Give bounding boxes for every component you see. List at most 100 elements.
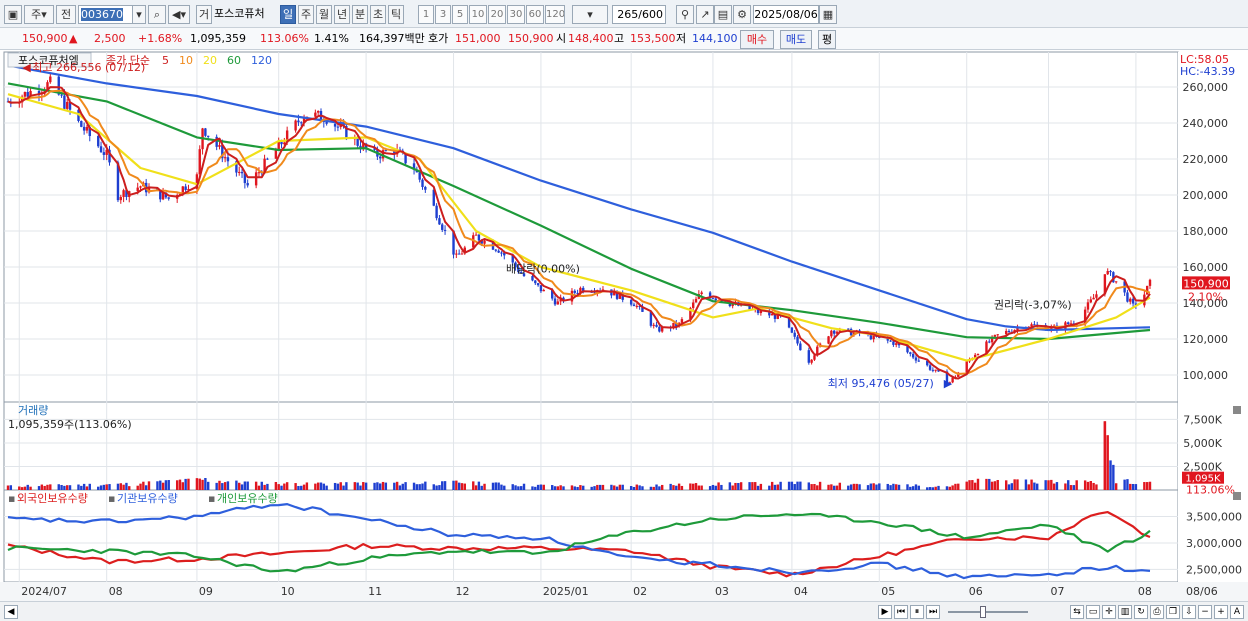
low-annotation: 최저 95,476 (05/27) — [828, 377, 934, 390]
code-dropdown-icon[interactable]: ▾ — [132, 5, 146, 24]
volume-bar — [412, 482, 416, 490]
chart-area[interactable]: 2024/07 08 09 10 11 12 2025/01 02 03 04 05 06 07 08 08… — [0, 50, 1248, 601]
candle-body — [503, 252, 506, 256]
date-input[interactable]: 2025/08/06 — [753, 5, 819, 24]
volume-bar — [748, 482, 751, 490]
prev-button[interactable]: 전 — [56, 5, 76, 24]
print-icon[interactable]: ⎙ — [1150, 605, 1164, 619]
eval-button[interactable]: 평 — [818, 30, 836, 49]
draw-tool-icon[interactable]: ↗ — [696, 5, 714, 24]
volume-bar — [618, 484, 622, 490]
crosshair-icon[interactable]: ✛ — [1102, 605, 1116, 619]
volume-bar — [889, 485, 892, 490]
candle-body — [1007, 330, 1011, 333]
interval-button-120[interactable]: 120 — [545, 5, 565, 24]
candle-body — [799, 343, 802, 351]
font-size-icon[interactable]: A — [1230, 605, 1244, 619]
volume-bar — [441, 481, 444, 490]
candle-body — [951, 377, 954, 383]
capture-icon[interactable]: ▥ — [1118, 605, 1132, 619]
volume-bar — [539, 484, 543, 490]
volume-bar — [46, 484, 49, 490]
stock-code-input[interactable]: 003670 — [78, 5, 146, 24]
interval-button-60[interactable]: 60 — [526, 5, 544, 24]
candle-body — [615, 290, 619, 299]
x-tick-label: 05 — [881, 585, 895, 598]
interval-button-30[interactable]: 30 — [507, 5, 525, 24]
speaker-icon[interactable]: ◀▾ — [168, 5, 190, 24]
refresh-icon[interactable]: ↻ — [1134, 605, 1148, 619]
count-input[interactable]: 265/600 — [612, 5, 666, 24]
candle-body — [807, 350, 811, 363]
window-icon[interactable]: ▣ — [4, 5, 22, 24]
sell-button[interactable]: 매도 — [780, 30, 812, 49]
copy-icon[interactable]: ❐ — [1166, 605, 1180, 619]
candle-body — [119, 196, 122, 201]
candle-body — [1083, 309, 1087, 325]
interval-button-5[interactable]: 5 — [452, 5, 468, 24]
buy-button[interactable]: 매수 — [740, 30, 774, 49]
candle-body — [497, 250, 500, 253]
interval-button-3[interactable]: 3 — [435, 5, 451, 24]
gear-icon[interactable]: ⚙ — [733, 5, 751, 24]
export-icon[interactable]: ⇩ — [1182, 605, 1196, 619]
period-button-2[interactable]: 월 — [316, 5, 332, 24]
candle-body — [573, 290, 576, 293]
candle-body — [830, 330, 833, 337]
chart-type-icon[interactable]: ▭ — [1086, 605, 1100, 619]
x-tick-label: 08 — [1138, 585, 1152, 598]
candle-body — [384, 150, 388, 152]
volume-bar — [720, 484, 723, 490]
period-button-5[interactable]: 초 — [370, 5, 386, 24]
volume-bar — [339, 482, 342, 490]
candle-body — [945, 371, 949, 383]
last-volume-ratio: 113.06% — [1186, 484, 1235, 497]
volume-bar — [373, 482, 376, 490]
volume-bar — [810, 484, 813, 490]
sync-icon[interactable]: ⇆ — [1070, 605, 1084, 619]
mode-button[interactable]: 거 — [196, 5, 212, 24]
interval-button-1[interactable]: 1 — [418, 5, 434, 24]
scroll-left-button[interactable]: ◀ — [4, 605, 18, 619]
period-button-6[interactable]: 틱 — [388, 5, 404, 24]
period-button-1[interactable]: 주 — [298, 5, 314, 24]
volume-bar — [968, 480, 971, 490]
volume-bar — [68, 485, 72, 490]
trade-amount: 164,397백만 — [359, 32, 425, 45]
holdings-legend-bullet: ▪ — [108, 492, 115, 505]
chart-settings-icon[interactable]: ⚲ — [676, 5, 694, 24]
pause-button[interactable]: ⏸ — [910, 605, 924, 619]
volume-bar — [739, 482, 743, 490]
candle-body — [435, 205, 438, 219]
candle-body — [1109, 271, 1112, 273]
zoom-out-icon[interactable]: − — [1198, 605, 1212, 619]
calendar-icon[interactable]: ▦ — [819, 5, 837, 24]
interval-select[interactable]: ▾ — [572, 5, 608, 24]
search-icon[interactable]: ⌕ — [148, 5, 166, 24]
volume-bar — [139, 483, 142, 490]
last-page-button[interactable]: ⏭ — [926, 605, 940, 619]
volume-bar — [40, 484, 44, 490]
candle-body — [68, 101, 72, 110]
candle-body — [776, 313, 779, 319]
zoom-in-icon[interactable]: + — [1214, 605, 1228, 619]
volume-bar — [240, 484, 244, 490]
scroll-right-button[interactable]: ▶ — [878, 605, 892, 619]
zoom-slider-handle[interactable] — [980, 606, 986, 618]
chart-svg[interactable]: 2024/07 08 09 10 11 12 2025/01 02 03 04 05 06 07 08 08… — [0, 50, 1248, 601]
save-icon[interactable]: ▤ — [714, 5, 732, 24]
volume-bar — [204, 478, 207, 490]
first-page-button[interactable]: ⏮ — [894, 605, 908, 619]
volume-bar — [677, 483, 681, 490]
interval-button-20[interactable]: 20 — [488, 5, 506, 24]
zoom-slider[interactable] — [948, 611, 1028, 613]
candle-body — [161, 192, 165, 200]
period-button-4[interactable]: 분 — [352, 5, 368, 24]
interval-button-10[interactable]: 10 — [469, 5, 487, 24]
candle-body — [263, 158, 266, 174]
holdings-legend-label: 개인보유수량 — [217, 492, 278, 505]
market-select[interactable]: 주▾ — [24, 5, 54, 24]
period-button-0[interactable]: 일 — [280, 5, 296, 24]
period-button-3[interactable]: 년 — [334, 5, 350, 24]
chart-scrollbar[interactable]: ◀ ▶ ⏮ ⏸ ⏭ ⇆ ▭ ✛ ▥ ↻ ⎙ ❐ ⇩ − + A — [0, 601, 1248, 621]
